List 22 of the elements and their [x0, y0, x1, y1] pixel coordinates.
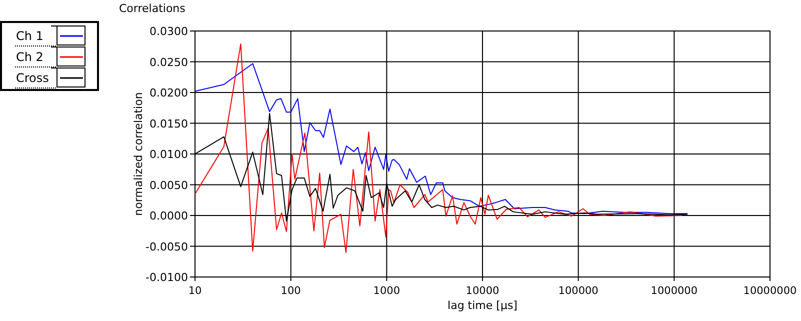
y-tick-label: 0.0300: [150, 25, 188, 38]
x-tick-label: 10: [188, 285, 202, 297]
x-tick-label: 100000: [558, 285, 598, 297]
y-tick-label: 0.0050: [150, 178, 188, 192]
legend-label: Ch 1: [16, 29, 44, 43]
x-tick-label: 10000000: [743, 285, 797, 297]
y-tick-label: 0.0200: [150, 86, 188, 100]
chart-title: Correlations: [119, 2, 186, 15]
y-tick-label: -0.0100: [146, 271, 188, 284]
y-tick-label: 0.0000: [150, 210, 188, 222]
x-axis-title: lag time [µs]: [448, 299, 518, 312]
y-tick-label: 0.0150: [150, 117, 188, 130]
y-tick-label: -0.0050: [146, 240, 188, 254]
x-tick-label: 1000: [373, 285, 400, 297]
x-tick-label: 10000: [466, 285, 500, 297]
legend-label: Cross: [16, 71, 49, 85]
legend-label: Ch 2: [16, 50, 44, 64]
x-tick-label: 100: [280, 285, 301, 297]
y-tick-label: 0.0250: [150, 56, 188, 69]
y-axis-title: normalized correlation: [132, 92, 145, 216]
y-tick-label: 0.0100: [150, 148, 188, 161]
x-tick-label: 1000000: [650, 285, 698, 297]
